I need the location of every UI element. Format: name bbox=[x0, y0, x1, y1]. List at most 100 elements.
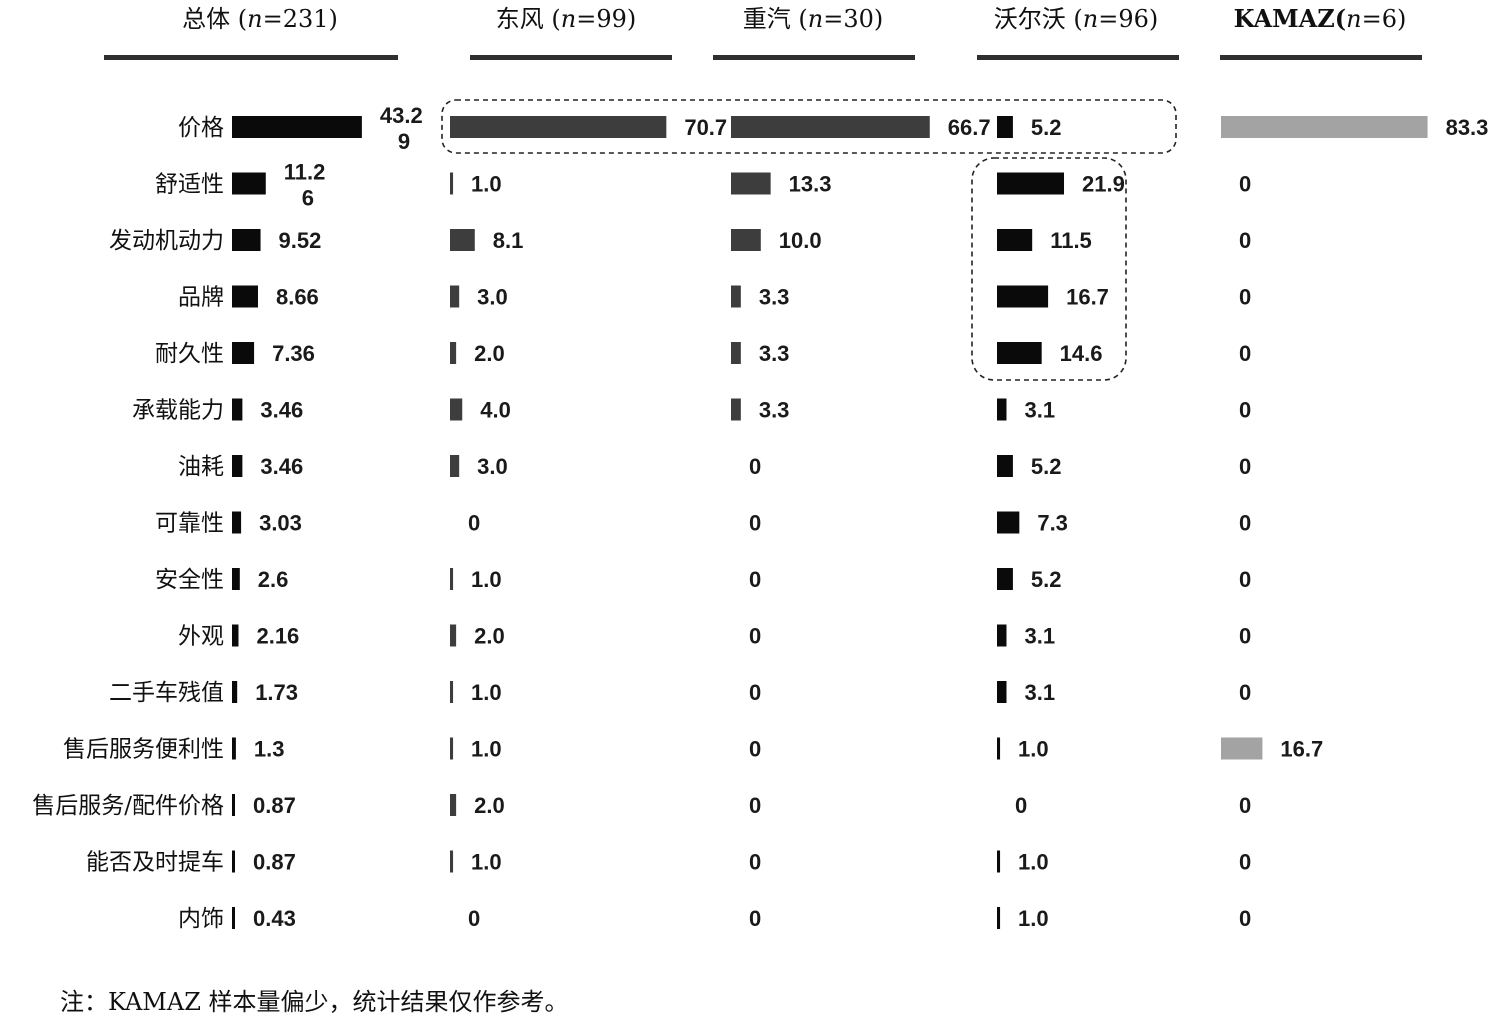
series-header: 总体 (n=231) bbox=[182, 5, 338, 33]
data-label: 0 bbox=[468, 906, 480, 931]
data-label: 2.16 bbox=[256, 624, 299, 649]
category-label: 能否及时提车 bbox=[86, 850, 224, 876]
bar bbox=[232, 907, 235, 929]
data-label: 0 bbox=[1239, 172, 1251, 197]
data-label: 7.36 bbox=[272, 341, 315, 366]
bar bbox=[232, 568, 240, 590]
data-label: 13.3 bbox=[789, 172, 832, 197]
chart-note: 注：KAMAZ 样本量偏少，统计结果仅作参考。 bbox=[60, 988, 569, 1016]
data-label: 0 bbox=[1015, 793, 1027, 818]
category-label: 舒适性 bbox=[155, 172, 224, 198]
category-label: 二手车残值 bbox=[109, 680, 224, 706]
bar bbox=[997, 455, 1013, 477]
bar bbox=[997, 285, 1049, 308]
bar bbox=[232, 116, 362, 138]
category-label: 售后服务便利性 bbox=[63, 737, 224, 763]
data-label: 2.0 bbox=[474, 624, 505, 649]
data-label: 0 bbox=[1239, 228, 1251, 253]
bar bbox=[731, 398, 741, 421]
data-label: 1.73 bbox=[255, 680, 298, 705]
data-label: 16.7 bbox=[1280, 737, 1323, 762]
data-label: 1.0 bbox=[1018, 850, 1049, 875]
data-label: 1.3 bbox=[254, 737, 285, 762]
bar bbox=[232, 681, 238, 703]
data-label: 0 bbox=[749, 793, 761, 818]
header-rule bbox=[977, 55, 1179, 60]
data-label: 3.0 bbox=[477, 454, 508, 479]
data-label: 1.0 bbox=[1018, 737, 1049, 762]
bar bbox=[232, 342, 255, 364]
bar bbox=[997, 568, 1013, 590]
data-label: 1.0 bbox=[471, 172, 502, 197]
bar bbox=[232, 285, 258, 308]
data-label: 9.52 bbox=[279, 228, 322, 253]
bar bbox=[997, 907, 1001, 929]
data-label: 3.1 bbox=[1024, 398, 1055, 423]
bar bbox=[450, 116, 667, 138]
bar bbox=[997, 624, 1007, 647]
bar bbox=[997, 737, 1001, 760]
category-label: 品牌 bbox=[178, 285, 224, 311]
bar bbox=[997, 342, 1042, 364]
header-rule bbox=[470, 55, 672, 60]
data-label: 3.1 bbox=[1024, 624, 1055, 649]
data-label: 3.1 bbox=[1024, 680, 1055, 705]
bar bbox=[1221, 737, 1263, 760]
data-label: 0 bbox=[1239, 680, 1251, 705]
data-label: 70.7 bbox=[684, 115, 727, 140]
bar bbox=[731, 229, 761, 251]
data-label: 3.3 bbox=[759, 341, 790, 366]
data-label: 0 bbox=[1239, 567, 1251, 592]
bar bbox=[731, 116, 930, 138]
category-label: 内饰 bbox=[178, 906, 224, 932]
data-label: 0 bbox=[1239, 398, 1251, 423]
bar bbox=[232, 511, 242, 534]
bar bbox=[450, 568, 454, 590]
data-label: 0 bbox=[1239, 454, 1251, 479]
data-label: 0 bbox=[749, 454, 761, 479]
bar bbox=[232, 229, 261, 251]
data-label: 0 bbox=[1239, 906, 1251, 931]
data-label: 4.0 bbox=[480, 398, 511, 423]
bar bbox=[450, 398, 463, 421]
data-label: 0 bbox=[749, 680, 761, 705]
data-label: 1.0 bbox=[471, 567, 502, 592]
bar bbox=[450, 172, 454, 195]
bar bbox=[450, 229, 475, 251]
bar bbox=[450, 681, 454, 703]
bar bbox=[1221, 116, 1428, 138]
data-label: 0 bbox=[749, 850, 761, 875]
data-label: 0.87 bbox=[253, 793, 296, 818]
data-label: 7.3 bbox=[1037, 511, 1068, 536]
bar bbox=[450, 285, 460, 308]
data-label: 1.0 bbox=[1018, 906, 1049, 931]
bar bbox=[997, 229, 1033, 251]
category-label: 价格 bbox=[178, 115, 224, 141]
category-label: 安全性 bbox=[155, 567, 224, 593]
data-label: 0 bbox=[468, 511, 480, 536]
data-label: 16.7 bbox=[1066, 285, 1109, 310]
data-label: 0 bbox=[1239, 511, 1251, 536]
bar bbox=[450, 342, 457, 364]
highlight-box bbox=[971, 157, 1127, 381]
header-rule bbox=[713, 55, 915, 60]
data-label: 5.2 bbox=[1031, 567, 1062, 592]
category-label: 可靠性 bbox=[155, 511, 224, 537]
data-label: 5.2 bbox=[1031, 115, 1062, 140]
data-label: 43.2 9 bbox=[380, 103, 423, 154]
category-label: 售后服务/配件价格 bbox=[32, 793, 224, 819]
data-label: 11.2 6 bbox=[284, 160, 326, 211]
data-label: 66.7 bbox=[948, 115, 991, 140]
data-label: 8.66 bbox=[276, 285, 319, 310]
bar bbox=[450, 794, 457, 816]
header-rule bbox=[1220, 55, 1422, 60]
data-label: 0 bbox=[749, 624, 761, 649]
data-label: 3.46 bbox=[260, 398, 303, 423]
bar bbox=[232, 172, 266, 195]
data-label: 5.2 bbox=[1031, 454, 1062, 479]
data-label: 2.6 bbox=[258, 567, 289, 592]
bar bbox=[232, 455, 243, 477]
data-label: 10.0 bbox=[779, 228, 822, 253]
category-label: 承载能力 bbox=[132, 398, 224, 424]
data-label: 3.46 bbox=[260, 454, 303, 479]
